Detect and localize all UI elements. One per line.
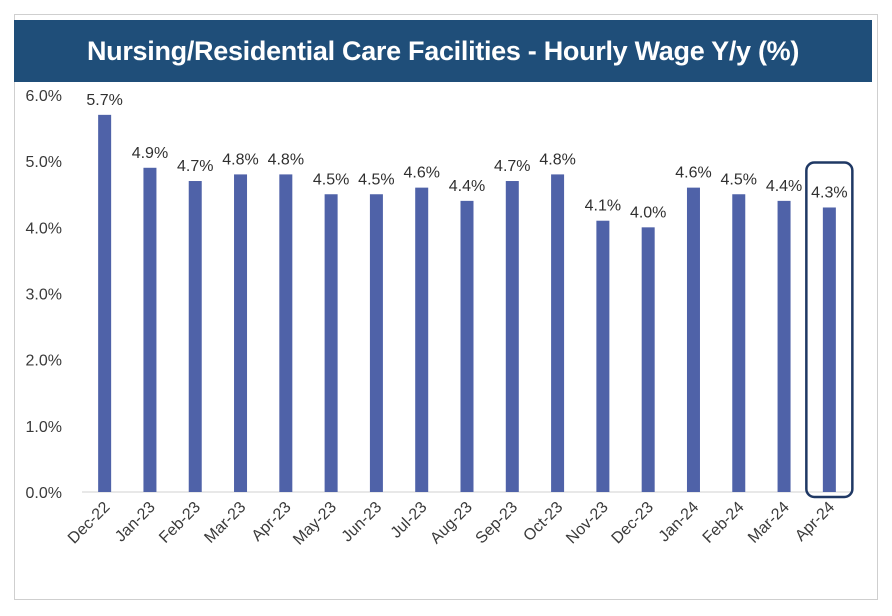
x-tick-label: Dec-22	[65, 499, 114, 548]
data-label: 4.1%	[585, 198, 621, 215]
bar	[415, 187, 429, 492]
bar	[641, 227, 655, 493]
x-tick-label: Apr-24	[792, 499, 838, 545]
x-tick-label: Mar-23	[201, 499, 249, 547]
bar	[279, 174, 293, 492]
bar	[686, 187, 700, 492]
bar	[143, 167, 157, 493]
data-label: 4.5%	[313, 171, 349, 188]
x-tick-label: Nov-23	[563, 499, 612, 548]
y-tick-label: 5.0%	[26, 154, 62, 171]
highlight-box	[805, 161, 854, 499]
data-label: 4.8%	[222, 151, 258, 168]
bar	[777, 200, 791, 492]
x-tick-label: Jul-23	[388, 499, 431, 542]
y-tick-label: 2.0%	[26, 353, 62, 370]
x-tick-label: Jan-23	[112, 499, 159, 546]
x-tick-label: Jan-24	[656, 499, 703, 546]
x-tick-label: May-23	[290, 499, 340, 549]
data-label: 4.6%	[403, 165, 439, 182]
data-label: 4.5%	[358, 171, 394, 188]
x-tick-label: Mar-24	[745, 499, 793, 547]
x-tick-label: Feb-23	[156, 499, 204, 547]
bar	[188, 181, 202, 492]
bar	[234, 174, 248, 492]
bar	[324, 194, 338, 492]
y-tick-label: 1.0%	[26, 419, 62, 436]
data-label: 4.4%	[449, 178, 485, 195]
bar	[822, 207, 836, 492]
x-tick-label: Feb-24	[700, 499, 748, 547]
x-tick-label: Aug-23	[427, 499, 476, 548]
x-tick-label: Dec-23	[609, 499, 658, 548]
data-label: 5.7%	[86, 92, 122, 109]
y-tick-label: 4.0%	[26, 220, 62, 237]
data-label: 4.5%	[721, 171, 757, 188]
data-label: 4.0%	[630, 204, 666, 221]
data-label: 4.4%	[766, 178, 802, 195]
bar	[596, 220, 610, 492]
chart-title-bar: Nursing/Residential Care Facilities - Ho…	[14, 20, 872, 82]
y-tick-label: 6.0%	[26, 88, 62, 105]
data-label: 4.7%	[177, 158, 213, 175]
bar	[551, 174, 565, 492]
bar	[98, 114, 112, 492]
bar	[460, 200, 474, 492]
x-tick-label: Sep-23	[473, 499, 522, 548]
bar	[732, 194, 746, 492]
data-label: 4.3%	[811, 184, 847, 201]
y-tick-label: 3.0%	[26, 287, 62, 304]
bar	[505, 181, 519, 492]
x-tick-label: Oct-23	[520, 499, 566, 545]
data-label: 4.7%	[494, 158, 530, 175]
data-label: 4.8%	[268, 151, 304, 168]
chart-title: Nursing/Residential Care Facilities - Ho…	[86, 35, 800, 66]
data-label: 4.8%	[539, 151, 575, 168]
data-label: 4.9%	[132, 145, 168, 162]
y-tick-label: 0.0%	[26, 485, 62, 502]
x-tick-label: Jun-23	[339, 499, 386, 546]
x-tick-label: Apr-23	[249, 499, 295, 545]
data-label: 4.6%	[675, 165, 711, 182]
bar	[369, 194, 383, 492]
